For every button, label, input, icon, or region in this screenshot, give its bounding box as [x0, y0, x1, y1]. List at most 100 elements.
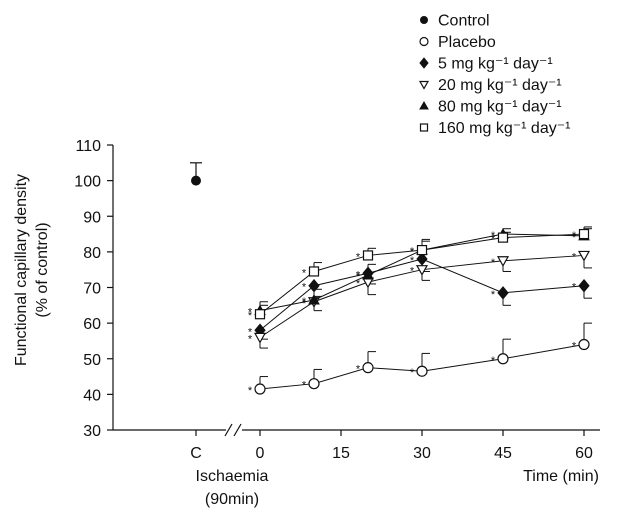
y-tick-label: 70: [83, 281, 101, 298]
series-0: * ** ***: [248, 322, 592, 397]
x-tick-label: 15: [332, 445, 350, 462]
significance-star: *: [356, 271, 361, 283]
data-point: [496, 256, 510, 268]
significance-star: *: [491, 289, 496, 301]
y-tick-label: 100: [74, 174, 101, 191]
legend-label: Control: [438, 13, 490, 30]
data-point: [308, 293, 320, 305]
legend-marker: [419, 123, 429, 132]
significance-star: *: [572, 232, 577, 244]
series-2: ***** *: [248, 250, 592, 349]
significance-star: *: [572, 282, 577, 294]
y-tick-label: 110: [75, 138, 101, 155]
data-point: [362, 362, 374, 374]
series-3: ***** *: [248, 228, 592, 319]
legend-marker: [418, 80, 430, 90]
data-point: [416, 365, 428, 377]
significance-star: *: [248, 333, 253, 345]
significance-star: *: [356, 278, 361, 290]
data-point: [578, 338, 590, 351]
x-tick-label: 0: [256, 445, 265, 462]
y-axis-label-line-1: Functional capillary density: [13, 174, 30, 366]
x-tick-label: 30: [413, 445, 431, 462]
significance-star: *: [491, 234, 496, 246]
series-line: [259, 258, 585, 331]
x-group-label-line-1: Ischaemia: [196, 468, 269, 485]
legend-label: 160 mg kg⁻¹ day⁻¹: [438, 120, 571, 137]
legend-item: 80 mg kg⁻¹ day⁻¹: [419, 99, 562, 116]
significance-star: *: [572, 230, 577, 242]
y-tick-label: 90: [83, 209, 101, 226]
significance-star: *: [491, 257, 496, 269]
data-point: [577, 250, 591, 262]
significance-star: *: [302, 267, 307, 279]
legend-label: 80 mg kg⁻¹ day⁻¹: [438, 99, 562, 116]
significance-star: *: [248, 326, 253, 338]
significance-star: *: [491, 230, 496, 242]
legend-item: Placebo: [419, 34, 496, 51]
significance-star: *: [248, 310, 253, 322]
significance-star: *: [248, 307, 253, 319]
significance-star: *: [410, 367, 415, 379]
x-tick-label: 45: [494, 445, 512, 462]
series-line: [259, 344, 585, 390]
significance-star: *: [302, 296, 307, 308]
significance-star: *: [302, 380, 307, 392]
y-tick-label: 30: [83, 423, 101, 440]
data-point: [308, 378, 320, 390]
legend-marker: [420, 16, 428, 24]
legend: Control Placebo 5 mg kg⁻¹ day⁻¹ 20 mg kg⁻¹ …: [418, 13, 571, 137]
legend-label: Placebo: [438, 34, 496, 51]
control-point: [191, 175, 201, 186]
data-point: [362, 269, 374, 280]
data-point: [415, 265, 429, 276]
legend-item: Control: [420, 13, 490, 30]
significance-star: *: [356, 251, 361, 263]
legend-marker: [419, 57, 429, 69]
significance-star: *: [356, 269, 361, 281]
data-point: [578, 278, 590, 293]
y-axis-label-line-2: (% of control): [34, 222, 51, 317]
x-tick-label: 60: [575, 445, 593, 462]
data-point: [254, 309, 266, 320]
data-point: [578, 228, 590, 240]
series-layer: * ** ************** ****** **** ** *: [190, 162, 592, 397]
data-point: [497, 353, 509, 365]
y-tick-label: 60: [83, 316, 101, 333]
significance-star: *: [302, 282, 307, 294]
data-point: [254, 383, 266, 395]
x-axis-label: Time (min): [523, 468, 599, 485]
legend-item: 20 mg kg⁻¹ day⁻¹: [418, 77, 562, 94]
significance-star: *: [410, 246, 415, 258]
data-point: [308, 266, 320, 277]
legend-label: 20 mg kg⁻¹ day⁻¹: [438, 77, 562, 94]
data-point: [416, 252, 428, 266]
significance-star: *: [410, 246, 415, 258]
x-group-label-line-2: (90min): [205, 491, 259, 508]
axes: 30 40 50 60 70 80 90 100 110 C 0 15 30 45 60: [74, 138, 600, 462]
data-point: [497, 286, 509, 300]
y-tick-label: 80: [83, 245, 101, 262]
legend-marker: [419, 100, 429, 110]
series-line: [259, 233, 585, 312]
y-tick-label: 50: [83, 352, 101, 369]
data-point: [362, 250, 374, 261]
significance-star: *: [356, 364, 361, 376]
series-4: *** ** *: [248, 226, 592, 322]
data-point: [253, 332, 267, 344]
significance-star: *: [248, 385, 253, 397]
axis-break-mark: [224, 423, 233, 437]
significance-star: *: [491, 355, 496, 367]
significance-star: *: [572, 341, 577, 353]
legend-marker: [419, 36, 429, 47]
significance-star: *: [410, 266, 415, 278]
data-point: [416, 244, 428, 256]
significance-star: *: [410, 255, 415, 267]
series-line: [259, 233, 585, 315]
significance-star: *: [572, 251, 577, 263]
data-point: [497, 232, 509, 243]
legend-label: 5 mg kg⁻¹ day⁻¹: [438, 56, 553, 73]
legend-item: 160 mg kg⁻¹ day⁻¹: [419, 120, 571, 137]
x-tick-label: C: [190, 445, 202, 462]
